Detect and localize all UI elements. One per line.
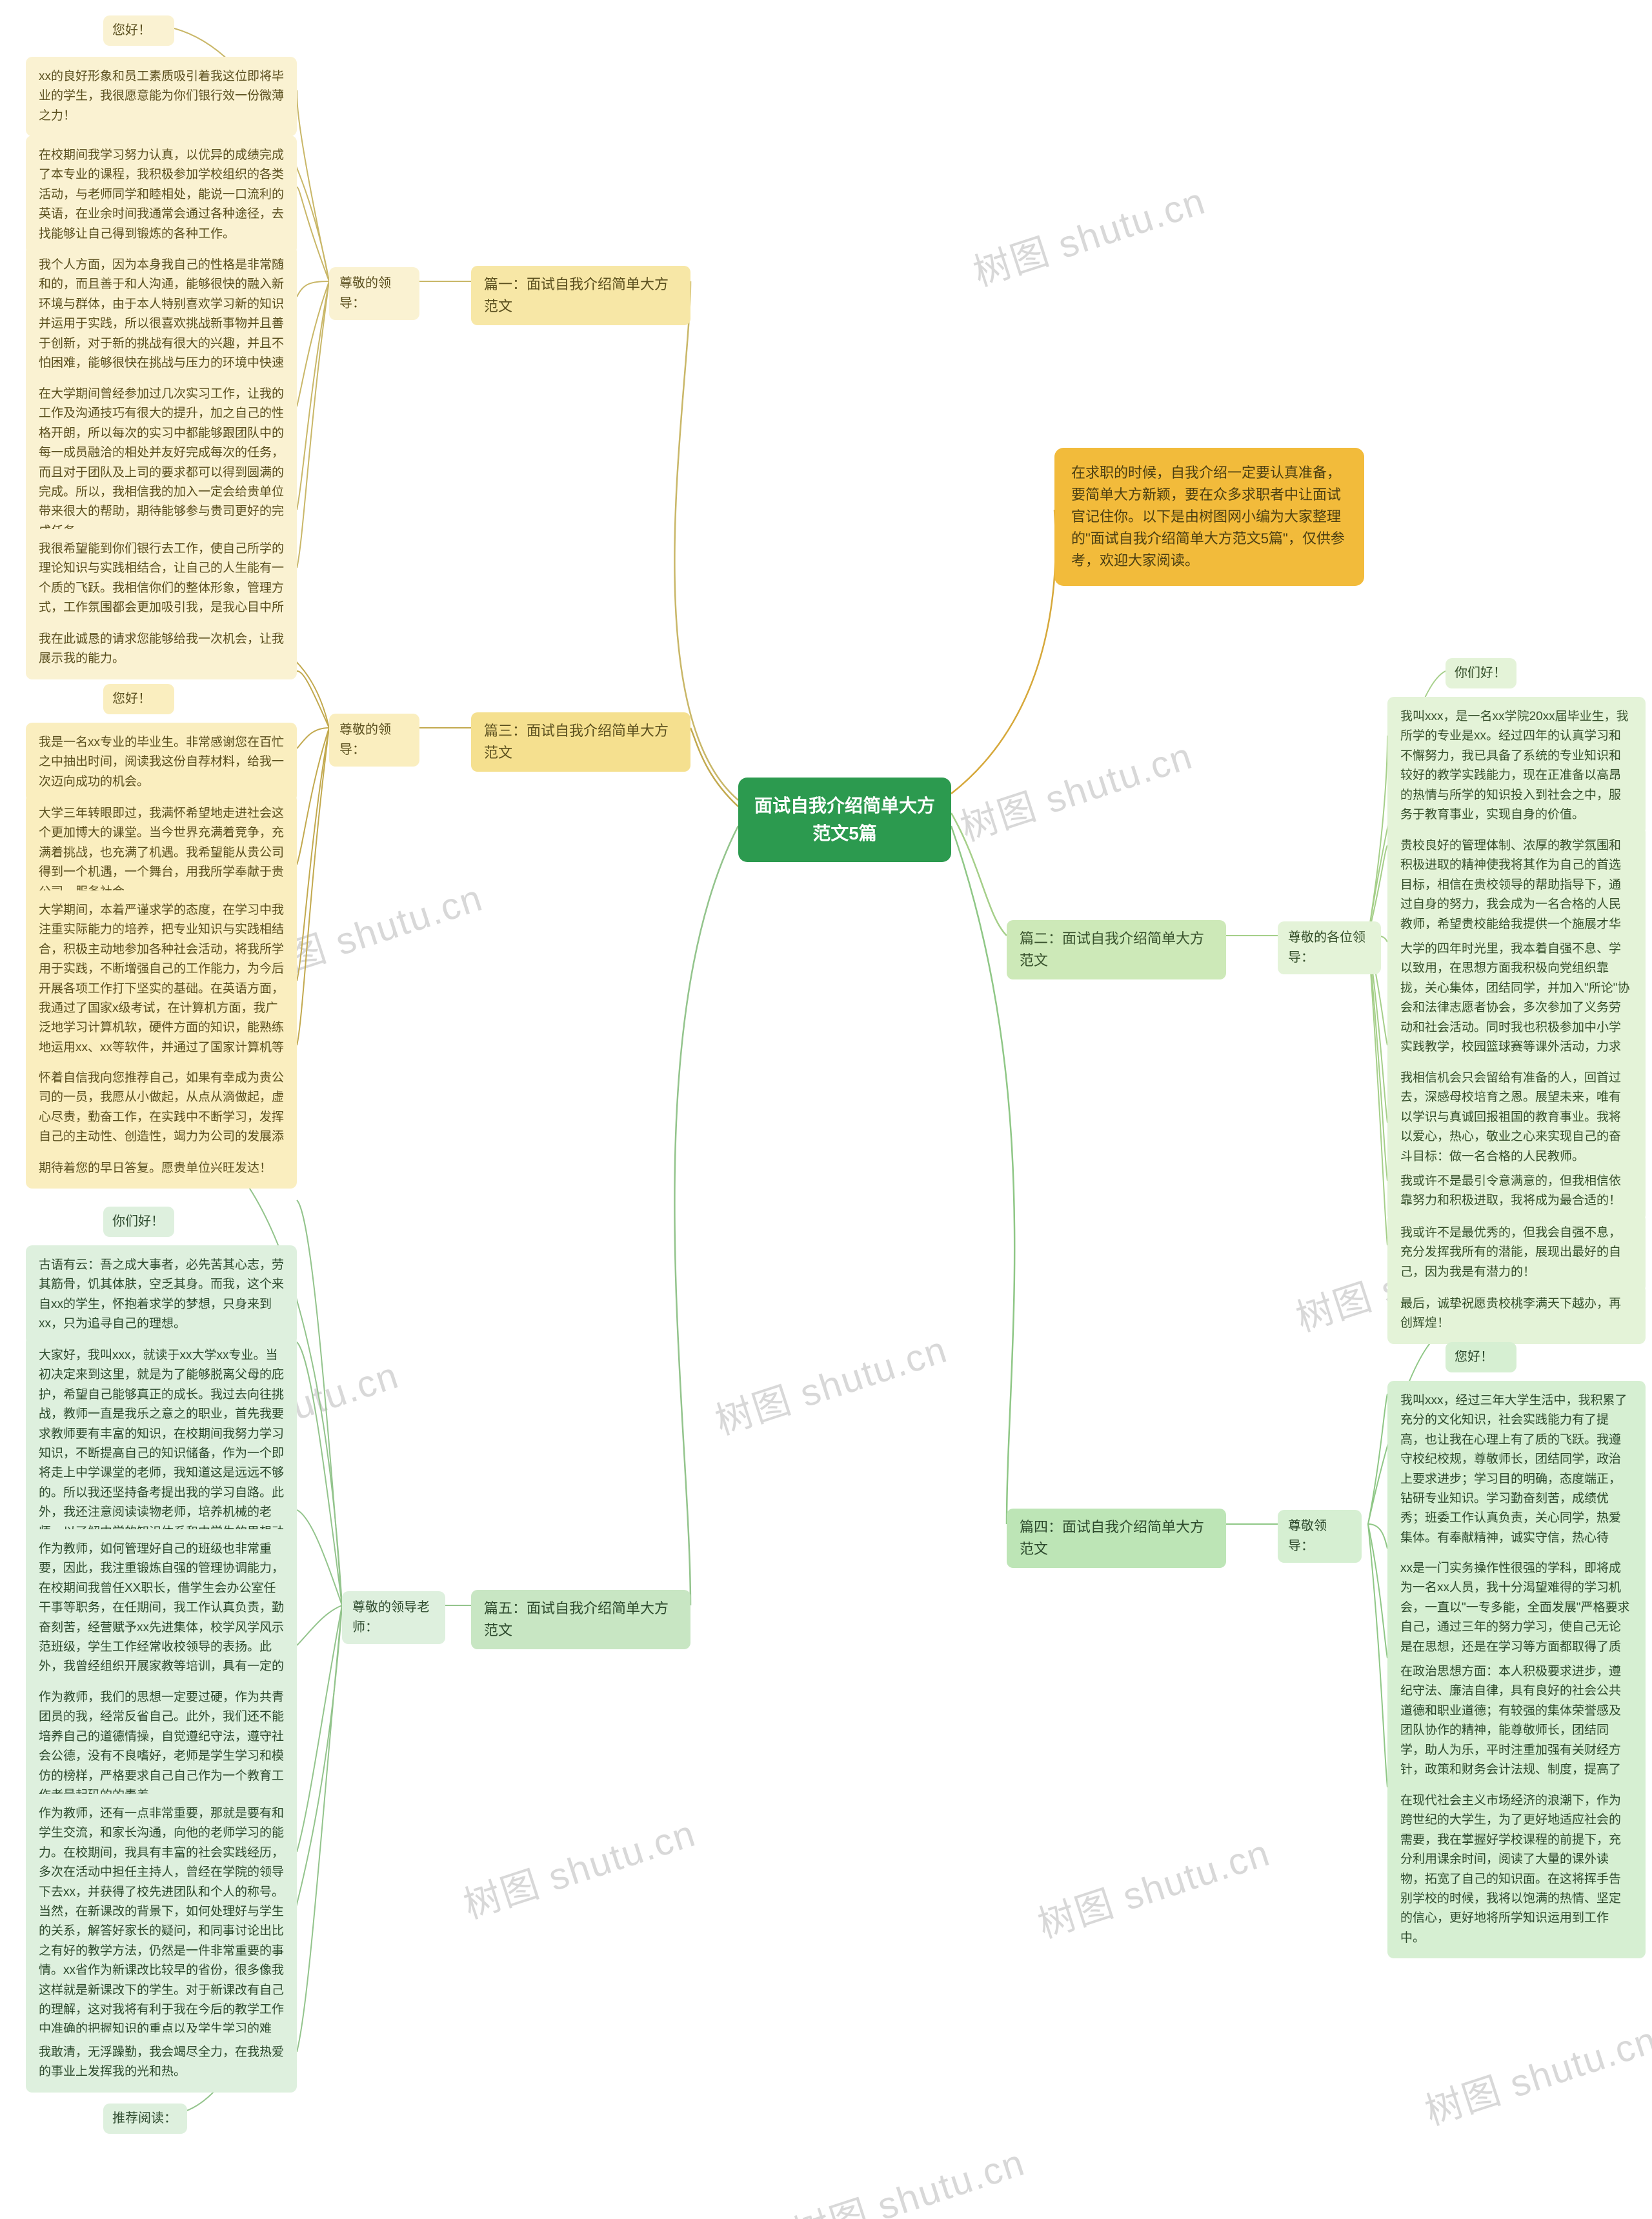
intro-node[interactable]: 在求职的时候，自我介绍一定要认真准备，要简单大方新颖，要在众多求职者中让面试官记… bbox=[1054, 448, 1364, 586]
branch-4-greeting[interactable]: 您好！ bbox=[1446, 1342, 1516, 1372]
branch-3-para-4[interactable]: 期待着您的早日答复。愿贵单位兴旺发达！ bbox=[26, 1149, 297, 1189]
branch-4-para-3[interactable]: 在现代社会主义市场经济的浪潮下，作为跨世纪的大学生，为了更好地适应社会的需要，我… bbox=[1387, 1781, 1646, 1958]
branch-1-para-5[interactable]: 我在此诚恳的请求您能够给我一次机会，让我展示我的能力。 bbox=[26, 619, 297, 679]
branch-5-salute[interactable]: 尊敬的领导老师： bbox=[342, 1591, 445, 1644]
branch-1-para-0[interactable]: xx的良好形象和员工素质吸引着我这位即将毕业的学生，我很愿意能为你们银行效一份微… bbox=[26, 57, 297, 136]
branch-5-para-0[interactable]: 古语有云：吾之成大事者，必先苦其心志，劳其筋骨，饥其体肤，空乏其身。而我，这个来… bbox=[26, 1245, 297, 1345]
branch-3-title[interactable]: 篇三：面试自我介绍简单大方范文 bbox=[471, 712, 690, 772]
watermark: 树图 shutu.cn bbox=[785, 2132, 1031, 2219]
watermark: 树图 shutu.cn bbox=[456, 1803, 701, 1929]
branch-2-para-0[interactable]: 我叫xxx，是一名xx学院20xx届毕业生，我所学的专业是xx。经过四年的认真学… bbox=[1387, 697, 1646, 835]
watermark: 树图 shutu.cn bbox=[952, 725, 1198, 851]
watermark: 树图 shutu.cn bbox=[707, 1319, 953, 1445]
branch-2-title[interactable]: 篇二：面试自我介绍简单大方范文 bbox=[1007, 920, 1226, 979]
branch-3-salute[interactable]: 尊敬的领导： bbox=[329, 714, 419, 767]
branch-5-para-5[interactable]: 我敢清，无浮躁勤，我会竭尽全力，在我热爱的事业上发挥我的光和热。 bbox=[26, 2033, 297, 2093]
branch-4-salute[interactable]: 尊敬领导： bbox=[1278, 1510, 1362, 1563]
branch-1-para-1[interactable]: 在校期间我学习努力认真，以优异的成绩完成了本专业的课程，我积极参加学校组织的各类… bbox=[26, 136, 297, 254]
branch-2-para-3[interactable]: 我相信机会只会留给有准备的人，回首过去，深感母校培育之恩。展望未来，唯有以学识与… bbox=[1387, 1058, 1646, 1177]
branch-2-para-4[interactable]: 我或许不是最引令意满意的，但我相信依靠努力和积极进取，我将成为最合适的！ bbox=[1387, 1161, 1646, 1221]
branch-1-title[interactable]: 篇一：面试自我介绍简单大方范文 bbox=[471, 266, 690, 325]
branch-5-title[interactable]: 篇五：面试自我介绍简单大方范文 bbox=[471, 1590, 690, 1649]
branch-1-para-3[interactable]: 在大学期间曾经参加过几次实习工作，让我的工作及沟通技巧有很大的提升，加之自己的性… bbox=[26, 374, 297, 552]
root-node[interactable]: 面试自我介绍简单大方范文5篇 bbox=[738, 778, 951, 862]
branch-2-para-6[interactable]: 最后，诚挚祝愿贵校桃李满天下越办，再创辉煌！ bbox=[1387, 1284, 1646, 1344]
branch-5-closing[interactable]: 推荐阅读： bbox=[103, 2104, 187, 2134]
watermark: 树图 shutu.cn bbox=[1030, 1822, 1276, 1948]
branch-1-salute[interactable]: 尊敬的领导： bbox=[329, 267, 419, 320]
branch-2-greeting[interactable]: 你们好！ bbox=[1446, 658, 1516, 688]
branch-1-greeting[interactable]: 您好！ bbox=[103, 15, 174, 46]
branch-2-para-5[interactable]: 我或许不是最优秀的，但我会自强不息，充分发挥我所有的潜能，展现出最好的自己，因为… bbox=[1387, 1213, 1646, 1292]
watermark: 树图 shutu.cn bbox=[965, 170, 1211, 296]
branch-2-salute[interactable]: 尊敬的各位领导： bbox=[1278, 921, 1381, 974]
watermark: 树图 shutu.cn bbox=[1417, 2009, 1652, 2135]
branch-3-greeting[interactable]: 您好！ bbox=[103, 684, 174, 714]
branch-4-title[interactable]: 篇四：面试自我介绍简单大方范文 bbox=[1007, 1509, 1226, 1568]
branch-5-para-4[interactable]: 作为教师，还有一点非常重要，那就是要有和学生交流，和家长沟通，向他的老师学习的能… bbox=[26, 1794, 297, 2069]
branch-3-para-0[interactable]: 我是一名xx专业的毕业生。非常感谢您在百忙之中抽出时间，阅读我这份自荐材料，给我… bbox=[26, 723, 297, 802]
branch-5-greeting[interactable]: 你们好！ bbox=[103, 1207, 174, 1237]
